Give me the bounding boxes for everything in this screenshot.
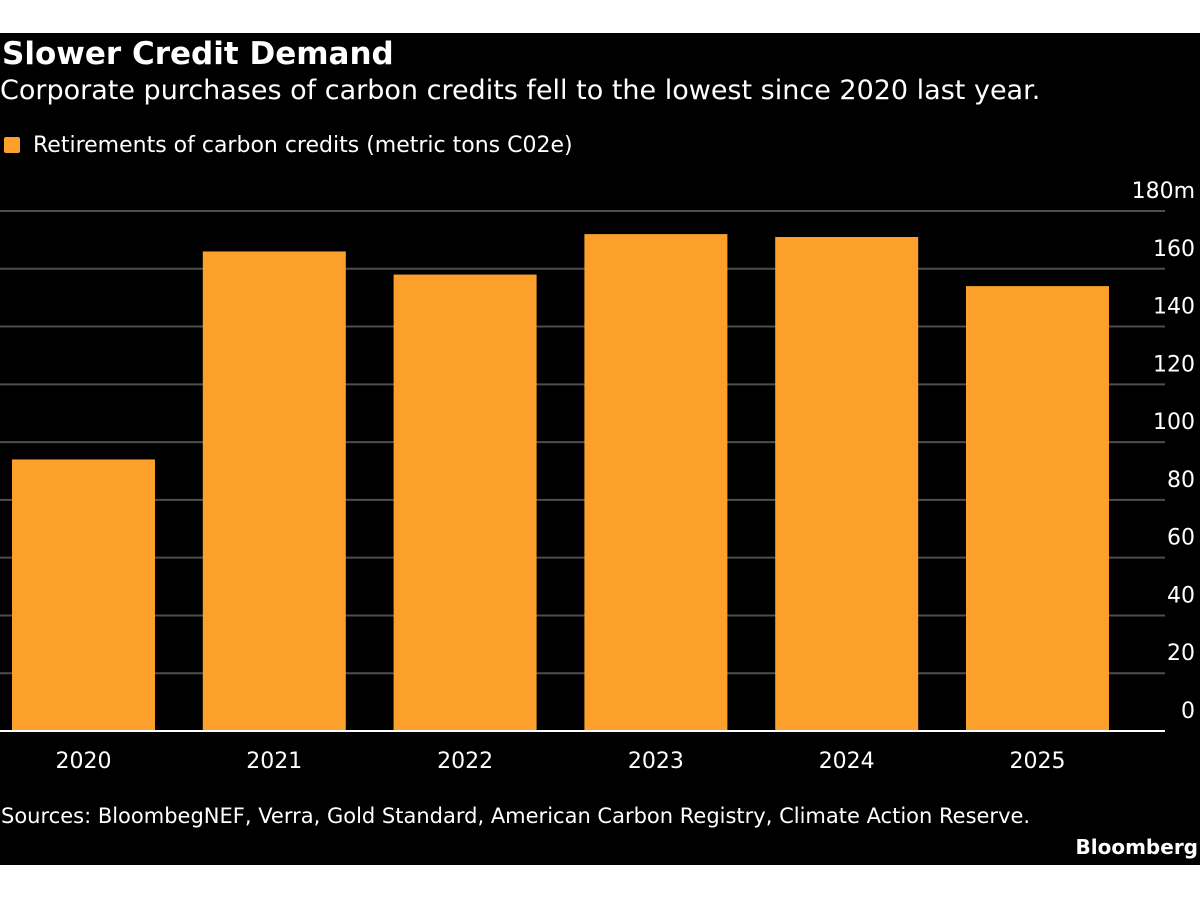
y-tick-label: 20 [1167, 641, 1195, 666]
x-tick-label: 2025 [1010, 749, 1066, 774]
bar [393, 274, 537, 731]
chart-legend: Retirements of carbon credits (metric to… [4, 131, 573, 159]
chart-title: Slower Credit Demand [2, 36, 394, 72]
source-note: Sources: BloombegNEF, Verra, Gold Standa… [1, 804, 1031, 828]
x-tick-label: 2020 [56, 749, 112, 774]
y-tick-label: 180m [1132, 179, 1195, 204]
y-tick-label: 40 [1167, 583, 1195, 608]
y-tick-label: 120 [1153, 352, 1195, 377]
bar [584, 234, 728, 731]
y-tick-label: 100 [1153, 410, 1195, 435]
x-tick-label: 2024 [819, 749, 875, 774]
bar [775, 237, 919, 731]
legend-swatch [4, 137, 20, 153]
x-tick-label: 2021 [246, 749, 302, 774]
bar [202, 251, 346, 731]
y-tick-label: 80 [1167, 468, 1195, 493]
legend-label: Retirements of carbon credits (metric to… [33, 132, 573, 158]
y-tick-label: 140 [1153, 295, 1195, 320]
chart-panel: Slower Credit Demand Corporate purchases… [0, 33, 1200, 865]
y-tick-label: 0 [1181, 699, 1195, 724]
y-tick-label: 160 [1153, 237, 1195, 262]
x-tick-label: 2023 [628, 749, 684, 774]
bars [12, 234, 1109, 731]
axis-labels: 0 20 40 60 80 100 120 140 160 180m 2020 2021 2022 202… [56, 179, 1196, 774]
bloomberg-logo: Bloomberg [1075, 835, 1198, 859]
y-tick-label: 60 [1167, 526, 1195, 551]
bar [966, 286, 1109, 731]
bar [12, 459, 155, 731]
bar-chart: 0 20 40 60 80 100 120 140 160 180m 2020 2021 2022 202… [0, 179, 1196, 774]
x-tick-label: 2022 [437, 749, 493, 774]
chart-subtitle: Corporate purchases of carbon credits fe… [0, 75, 1041, 106]
